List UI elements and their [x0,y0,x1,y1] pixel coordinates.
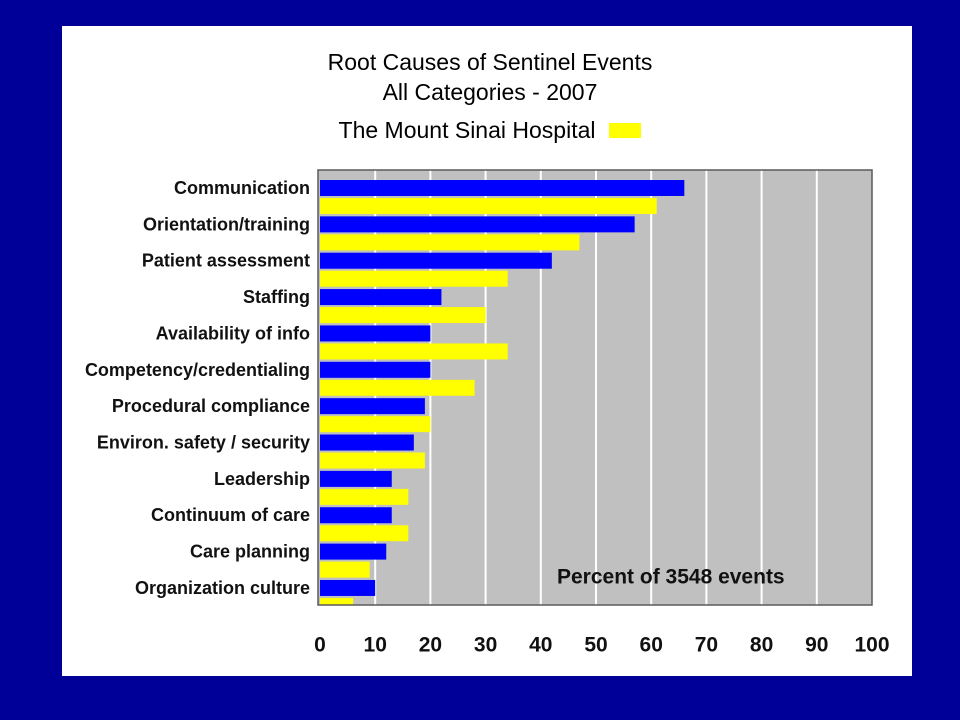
chart-panel: Root Causes of Sentinel Events All Categ… [62,26,912,676]
bars [320,180,685,605]
the-mount-sinai-hospital-bar-organization-culture [320,597,354,605]
x-tick-label-70: 70 [695,634,718,657]
chart-title: Root Causes of Sentinel Events [327,49,653,75]
the-mount-sinai-hospital-bar-continuum-of-care [320,525,409,542]
x-tick-label-90: 90 [805,634,828,657]
category-label-continuum-of-care: Continuum of care [151,505,310,525]
category-labels: Communication Orientation/training Patient… [85,178,310,598]
category-label-communication: Communication [174,178,310,198]
x-tick-label-40: 40 [529,634,552,657]
category-label-environ-safety-security: Environ. safety / security [97,433,310,453]
x-tick-label-80: 80 [750,634,773,657]
bar-chart: Communication Orientation/training Patient… [85,169,890,657]
series-1-bar-staffing [320,289,442,306]
category-label-staffing: Staffing [243,287,310,307]
category-label-organization-culture: Organization culture [135,578,310,598]
legend: The Mount Sinai Hospital [62,116,912,144]
series-1-bar-orientation-training [320,216,635,233]
series-1-bar-care-planning [320,543,387,560]
category-label-care-planning: Care planning [190,542,310,562]
series-1-bar-procedural-compliance [320,398,425,415]
x-tick-label-100: 100 [854,634,889,657]
series-1-bar-patient-assessment [320,252,552,269]
x-tick-label-50: 50 [584,634,607,657]
category-label-leadership: Leadership [214,469,310,489]
category-label-procedural-compliance: Procedural compliance [112,396,310,416]
the-mount-sinai-hospital-bar-orientation-training [320,234,580,251]
the-mount-sinai-hospital-bar-availability-of-info [320,343,508,360]
x-tick-label-0: 0 [314,634,326,657]
legend-label-mount-sinai: The Mount Sinai Hospital [338,117,596,143]
series-1-bar-competency-credentialing [320,361,431,378]
the-mount-sinai-hospital-bar-staffing [320,307,486,324]
the-mount-sinai-hospital-bar-procedural-compliance [320,416,431,433]
series-1-bar-leadership [320,470,392,487]
the-mount-sinai-hospital-bar-competency-credentialing [320,379,475,396]
the-mount-sinai-hospital-bar-environ-safety-security [320,452,425,469]
the-mount-sinai-hospital-bar-care-planning [320,561,370,578]
series-1-bar-continuum-of-care [320,507,392,524]
legend-swatch-mount-sinai [609,122,642,138]
category-label-availability-of-info: Availability of info [156,323,310,343]
x-tick-label-10: 10 [364,634,387,657]
series-1-bar-availability-of-info [320,325,431,342]
category-label-patient-assessment: Patient assessment [142,251,310,271]
events-count-annotation: Percent of 3548 events [557,566,785,589]
the-mount-sinai-hospital-bar-communication [320,198,657,214]
series-1-bar-communication [320,180,685,196]
chart-subtitle: All Categories - 2007 [382,79,598,105]
category-label-orientation-training: Orientation/training [143,214,310,234]
x-tick-label-60: 60 [640,634,663,657]
the-mount-sinai-hospital-bar-patient-assessment [320,270,508,287]
plot-frame [317,169,873,606]
the-mount-sinai-hospital-bar-leadership [320,488,409,505]
x-tick-labels: 0 10 20 30 40 50 60 70 80 90 100 [314,634,889,657]
x-tick-label-20: 20 [419,634,442,657]
series-1-bar-organization-culture [320,579,376,596]
category-label-competency-credentialing: Competency/credentialing [85,360,310,380]
x-tick-label-30: 30 [474,634,497,657]
series-1-bar-environ-safety-security [320,434,414,451]
